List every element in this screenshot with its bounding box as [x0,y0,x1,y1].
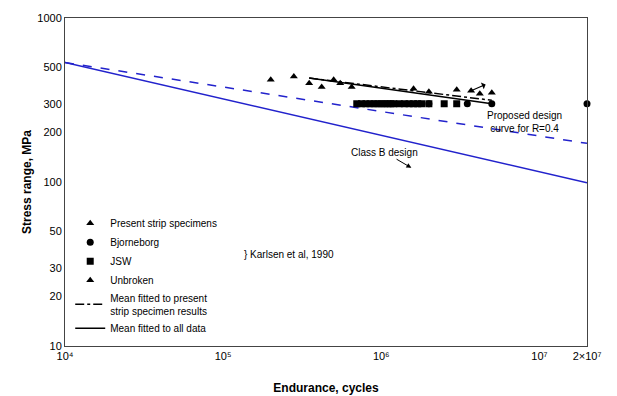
svg-text:30: 30 [50,262,62,274]
svg-text:Unbroken: Unbroken [110,275,153,286]
svg-text:Present strip specimens: Present strip specimens [110,218,217,229]
svg-text:10⁵: 10⁵ [215,350,232,362]
svg-text:10: 10 [50,340,62,352]
svg-text:JSW: JSW [110,256,132,267]
svg-text:Mean fitted to all data: Mean fitted to all data [110,323,206,334]
svg-text:} Karlsen et al, 1990: } Karlsen et al, 1990 [244,249,334,260]
svg-text:10⁷: 10⁷ [531,350,547,362]
svg-text:Endurance, cycles: Endurance, cycles [273,381,379,395]
svg-text:50: 50 [50,225,62,237]
svg-text:1000: 1000 [37,12,61,24]
svg-text:100: 100 [43,176,61,188]
svg-text:Proposed designcurve for R=0.4: Proposed designcurve for R=0.4 [487,110,562,134]
svg-text:200: 200 [43,126,61,138]
svg-text:Mean fitted to presentstrip sp: Mean fitted to presentstrip specimen res… [110,293,207,317]
svg-text:10⁴: 10⁴ [57,350,74,362]
svg-text:300: 300 [43,98,61,110]
svg-text:10⁶: 10⁶ [373,350,390,362]
svg-text:2×10⁷: 2×10⁷ [573,350,602,362]
svg-text:Stress range, MPa: Stress range, MPa [20,130,34,234]
svg-text:Bjorneborg: Bjorneborg [110,237,159,248]
svg-text:Class B design: Class B design [351,147,418,158]
svg-text:500: 500 [43,61,61,73]
svg-text:20: 20 [50,290,62,302]
